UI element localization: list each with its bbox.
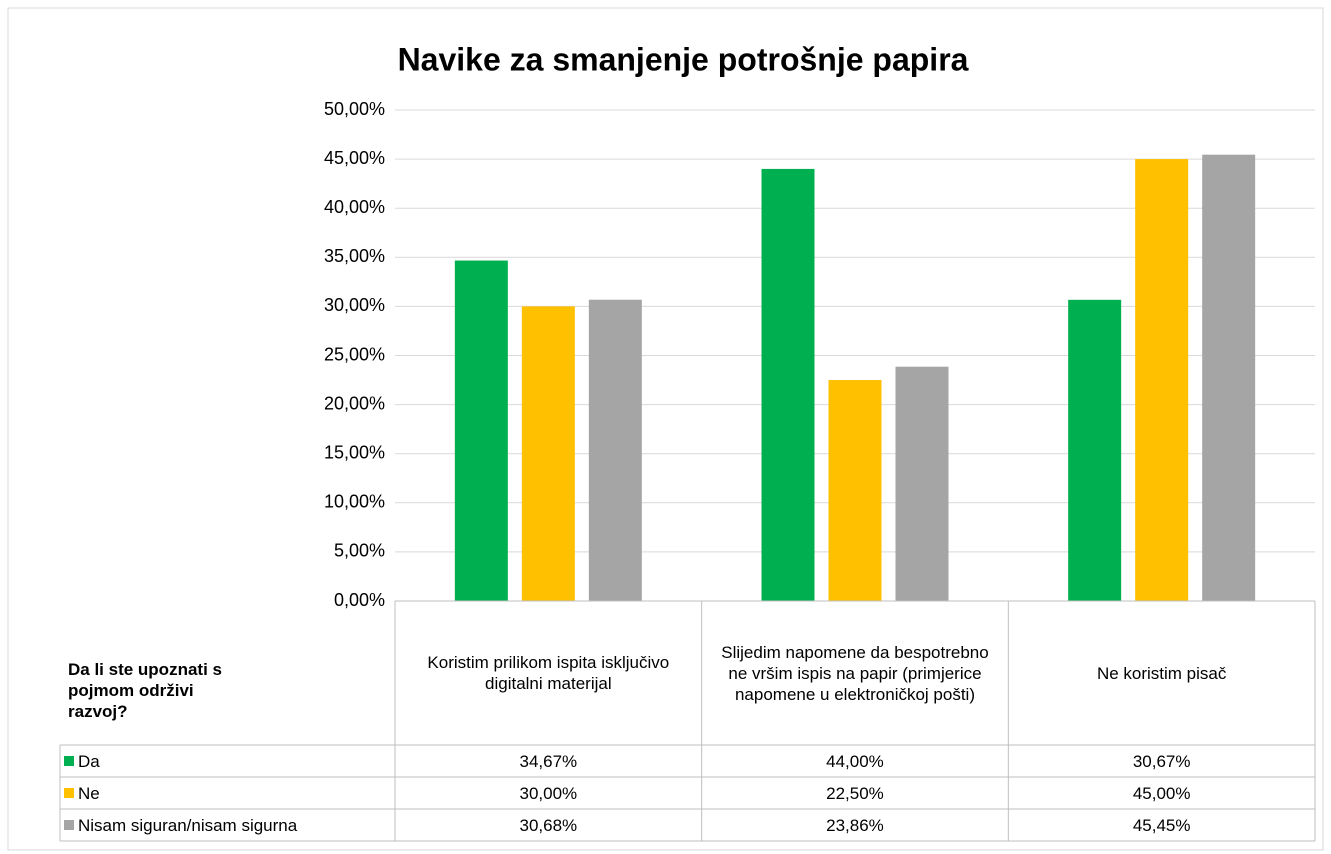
table-value: 30,00%	[519, 783, 578, 803]
bar	[1202, 154, 1256, 601]
table-value: 44,00%	[826, 751, 884, 771]
legend-key	[64, 788, 74, 798]
y-tick-label: 0,00%	[334, 590, 385, 610]
bar	[761, 168, 815, 602]
x-tick-label: Slijedim napomene da bespotrebno ne vrši…	[721, 642, 989, 704]
y-tick-label: 20,00%	[324, 393, 385, 413]
legend-label: Nisam siguran/nisam sigurna	[78, 815, 298, 835]
table-value: 45,45%	[1132, 815, 1191, 835]
y-tick-label: 10,00%	[324, 492, 385, 512]
bar	[895, 366, 949, 601]
table-value: 22,50%	[826, 783, 884, 803]
y-tick-label: 25,00%	[324, 344, 385, 364]
bar	[454, 260, 508, 601]
bar	[828, 380, 882, 601]
table-value: 30,68%	[519, 815, 578, 835]
y-tick-label: 15,00%	[324, 442, 385, 462]
legend-key	[64, 820, 74, 830]
y-tick-label: 5,00%	[334, 541, 385, 561]
x-tick-label: Ne koristim pisač	[1096, 663, 1227, 683]
x-tick-label: Koristim prilikom ispita isključivo digi…	[427, 653, 670, 693]
bar	[521, 306, 575, 601]
bar	[588, 299, 642, 601]
table-value: 30,67%	[1132, 751, 1191, 771]
table-value: 45,00%	[1132, 783, 1191, 803]
legend-label: Da	[78, 751, 100, 771]
legend-key	[64, 756, 74, 766]
bar	[1135, 159, 1189, 601]
table-value: 34,67%	[519, 751, 578, 771]
y-tick-label: 30,00%	[324, 295, 385, 315]
y-tick-label: 35,00%	[324, 246, 385, 266]
y-tick-label: 45,00%	[324, 148, 385, 168]
bar	[1068, 299, 1122, 601]
y-tick-label: 50,00%	[324, 99, 385, 119]
y-tick-label: 40,00%	[324, 197, 385, 217]
legend-label: Ne	[78, 783, 100, 803]
chart-title: Navike za smanjenje potrošnje papira	[398, 41, 969, 77]
table-value: 23,86%	[826, 815, 884, 835]
table-header: Da li ste upoznati s pojmom održivi razv…	[68, 659, 222, 721]
